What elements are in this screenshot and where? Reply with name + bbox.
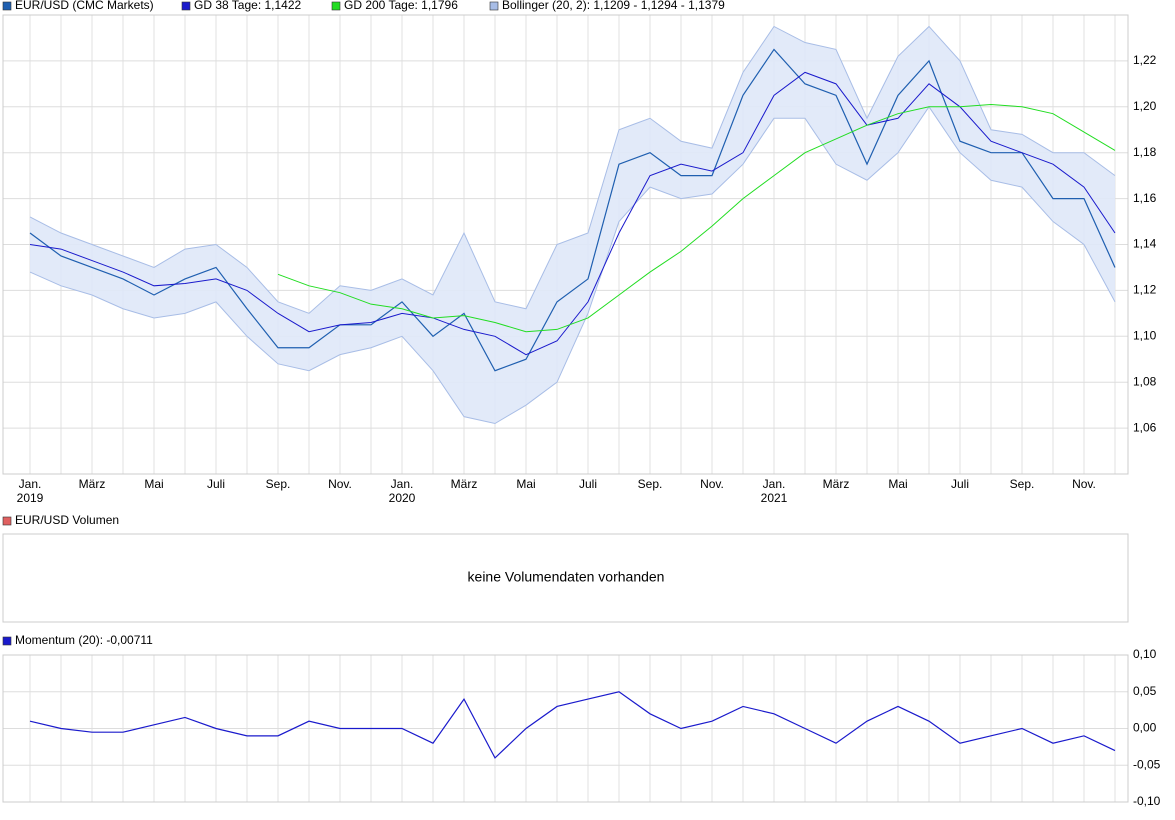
x-tick-label: Jan. <box>19 477 42 491</box>
legend-swatch <box>2 1 12 11</box>
y-tick-label: 1,10 <box>1133 328 1157 342</box>
x-tick-label: Nov. <box>700 477 724 491</box>
legend-label: GD 200 Tage: 1,1796 <box>344 0 458 12</box>
series-line <box>29 48 1116 372</box>
y-tick-label: 1,22 <box>1133 53 1157 67</box>
x-tick-label: Jan. <box>391 477 414 491</box>
x-tick-label: Juli <box>579 477 597 491</box>
x-year-label: 2019 <box>17 491 44 505</box>
legend-label: Bollinger (20, 2): 1,1209 - 1,1294 - 1,1… <box>502 0 725 12</box>
plot-frame <box>2 654 1129 803</box>
x-tick-label: Mai <box>144 477 163 491</box>
y-tick-label: 1,16 <box>1133 191 1157 205</box>
volume-frame <box>2 533 1129 623</box>
y-tick-label: 1,06 <box>1133 420 1157 434</box>
plot-frame <box>2 14 1129 475</box>
x-tick-label: Sep. <box>266 477 291 491</box>
legend-label: Momentum (20): -0,00711 <box>15 633 153 647</box>
x-tick-label: Mai <box>888 477 907 491</box>
y-tick-label: 1,08 <box>1133 374 1157 388</box>
legend-swatch <box>331 1 341 11</box>
x-tick-label: Juli <box>207 477 225 491</box>
band-fill <box>30 26 1115 424</box>
y-tick-label: 0,05 <box>1133 684 1157 698</box>
legend-swatch <box>2 636 12 646</box>
x-tick-label: März <box>823 477 850 491</box>
x-tick-label: Juli <box>951 477 969 491</box>
x-tick-label: März <box>79 477 106 491</box>
y-tick-label: 1,12 <box>1133 283 1157 297</box>
series-line <box>29 71 1116 356</box>
x-tick-label: Nov. <box>1072 477 1096 491</box>
y-tick-label: 1,14 <box>1133 237 1157 251</box>
x-year-label: 2021 <box>761 491 788 505</box>
x-tick-label: Nov. <box>328 477 352 491</box>
x-tick-label: Sep. <box>1010 477 1035 491</box>
legend-swatch <box>489 1 499 11</box>
legend-swatch <box>181 1 191 11</box>
series-line <box>277 104 1116 333</box>
x-tick-label: Mai <box>516 477 535 491</box>
y-tick-label: 1,18 <box>1133 145 1157 159</box>
y-tick-label: 1,20 <box>1133 99 1157 113</box>
empty-message: keine Volumendaten vorhanden <box>468 569 665 585</box>
x-tick-label: März <box>451 477 478 491</box>
y-tick-label: 0,00 <box>1133 721 1157 735</box>
series-line <box>29 25 1116 314</box>
x-year-label: 2020 <box>389 491 416 505</box>
y-tick-label: -0,10 <box>1133 794 1161 808</box>
x-tick-label: Sep. <box>638 477 663 491</box>
y-tick-label: 0,10 <box>1133 647 1157 661</box>
series-line <box>29 105 1116 425</box>
x-tick-label: Jan. <box>763 477 786 491</box>
series-line <box>29 691 1116 759</box>
legend-label: GD 38 Tage: 1,1422 <box>194 0 302 12</box>
legend-label: EUR/USD Volumen <box>15 513 119 527</box>
legend-swatch <box>2 516 12 526</box>
legend-label: EUR/USD (CMC Markets) <box>15 0 154 12</box>
y-tick-label: -0,05 <box>1133 757 1161 771</box>
